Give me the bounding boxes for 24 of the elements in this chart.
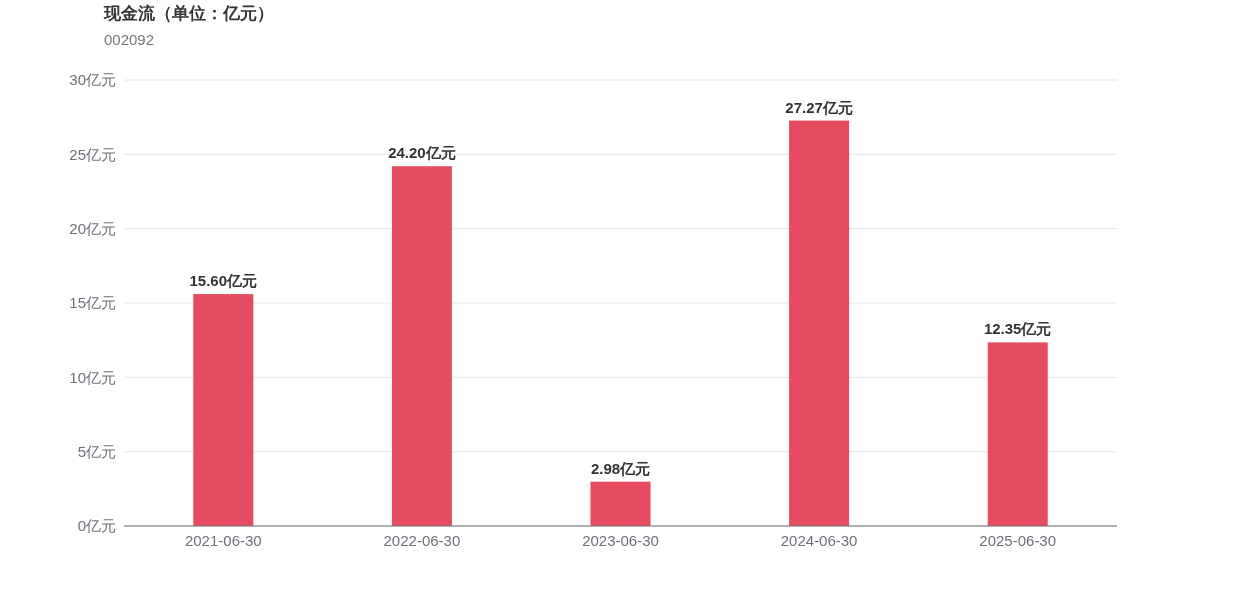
data-label: 15.60亿元 xyxy=(189,272,258,290)
chart-title: 现金流（单位：亿元） xyxy=(103,4,274,23)
bar xyxy=(391,166,452,526)
y-tick-label: 30亿元 xyxy=(69,71,116,89)
x-tick-label: 2022-06-30 xyxy=(383,532,461,549)
x-tick-label: 2025-06-30 xyxy=(979,532,1057,549)
x-tick-label: 2024-06-30 xyxy=(780,532,858,549)
data-label: 24.20亿元 xyxy=(388,144,456,162)
y-tick-label: 0亿元 xyxy=(77,517,116,535)
bar xyxy=(789,120,850,526)
chart-subtitle: 002092 xyxy=(104,31,155,48)
x-tick-label: 2023-06-30 xyxy=(582,532,659,549)
x-tick-label: 2021-06-30 xyxy=(184,532,262,549)
bar xyxy=(590,481,651,526)
bar xyxy=(987,342,1048,526)
y-tick-label: 5亿元 xyxy=(77,442,116,460)
data-label: 27.27亿元 xyxy=(785,98,853,116)
data-label: 12.35亿元 xyxy=(983,320,1052,338)
y-tick-label: 15亿元 xyxy=(69,294,116,312)
y-tick-label: 25亿元 xyxy=(69,145,116,163)
bar xyxy=(193,294,254,526)
data-label: 2.98亿元 xyxy=(590,459,651,477)
y-tick-label: 10亿元 xyxy=(69,368,116,386)
y-tick-label: 20亿元 xyxy=(69,219,116,237)
